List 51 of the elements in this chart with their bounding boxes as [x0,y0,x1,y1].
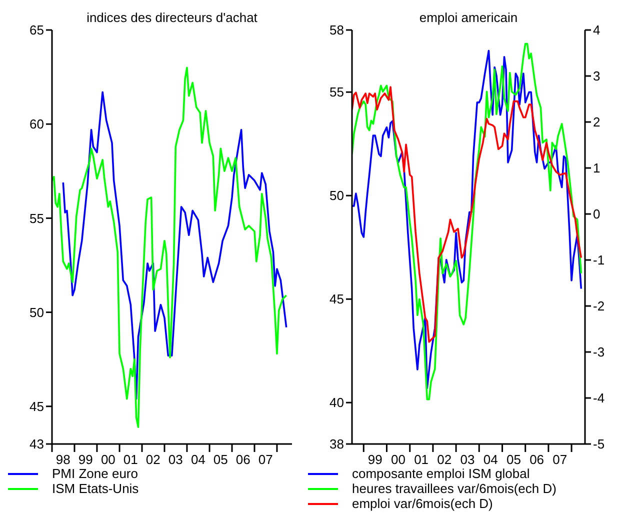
y2-tick-label: 3 [593,68,600,84]
x-tick-label: 01 [123,452,138,467]
y-tick-label: 43 [30,436,44,452]
x-tick-label: 02 [437,452,452,467]
chart-title: emploi americain [418,10,519,25]
y-tick-label: 45 [330,292,344,307]
y-tick-label: 50 [30,304,44,320]
x-tick-label: 05 [506,452,521,467]
y-tick-label: 40 [330,395,344,410]
y-tick-label: 45 [30,398,44,414]
y-tick-label: 55 [330,84,344,100]
x-tick-label: 00 [391,452,406,467]
x-tick-label: 05 [213,452,228,467]
legend-label: emploi var/6mois(ech D) [352,496,493,511]
y-tick-label: 65 [30,22,44,38]
y2-tick-label: -5 [593,436,605,452]
x-tick-label: 99 [78,452,93,467]
x-tick-label: 06 [530,452,544,467]
x-tick-label: 04 [190,452,206,467]
y2-tick-label: -1 [593,252,605,268]
y2-tick-label: 1 [593,160,600,176]
x-tick-label: 01 [414,452,429,467]
y-tick-label: 58 [330,22,344,38]
chart-title: indices des directeurs d'achat [86,10,258,25]
line-series [62,91,288,400]
y2-tick-label: 4 [593,22,600,38]
y2-tick-label: -4 [593,390,605,406]
legend-label: PMI Zone euro [52,466,138,481]
legend-label: composante emploi ISM global [352,466,530,481]
x-tick-label: 07 [552,452,568,467]
y-tick-label: 60 [30,116,44,132]
y2-tick-label: -2 [593,298,605,314]
y2-tick-label: -3 [593,344,605,360]
y-tick-label: 50 [330,188,344,204]
legend-label: heures travaillees var/6mois(ech D) [352,481,556,496]
x-tick-label: 99 [368,452,382,467]
x-tick-label: 06 [236,452,250,467]
x-tick-label: 00 [100,452,116,467]
x-tick-label: 02 [146,452,160,467]
x-tick-label: 04 [483,452,498,467]
x-tick-label: 03 [460,452,475,467]
y2-tick-label: 0 [593,206,600,222]
legend-label: ISM Etats-Unis [52,481,139,496]
x-tick-label: 03 [168,452,183,467]
x-tick-label: 07 [258,452,273,467]
y-tick-label: 55 [30,210,44,226]
x-tick-label: 98 [56,452,70,467]
y2-tick-label: 2 [593,114,600,130]
y-tick-label: 38 [330,436,344,452]
line-series [52,66,288,428]
line-series [352,86,582,343]
